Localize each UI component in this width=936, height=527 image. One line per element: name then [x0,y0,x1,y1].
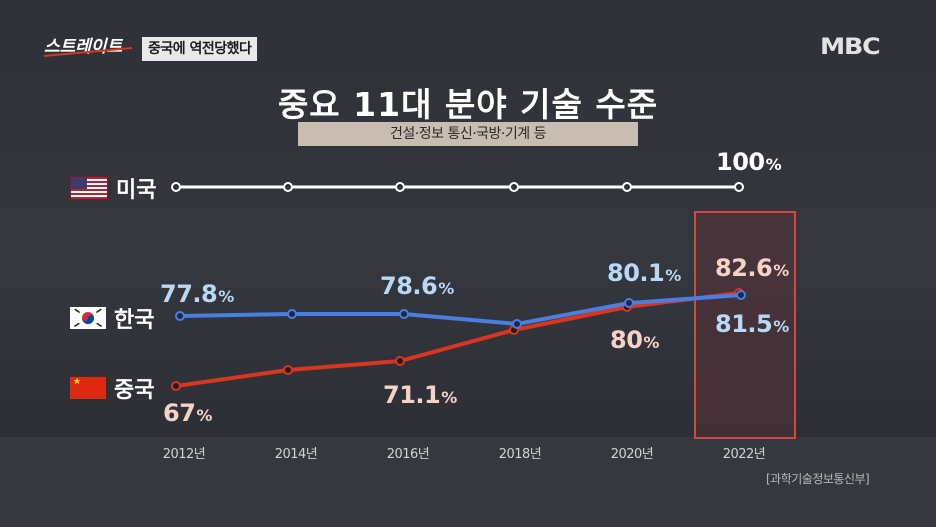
svg-text:스트레이트: 스트레이트 [44,37,124,57]
source-credit: [과학기술정보통신부] [766,472,870,486]
x-tick-2022: 2022년 [722,447,766,462]
label-korea-2022: 81.5% [715,310,789,338]
axis-band [0,437,936,527]
legend-korea: 한국 [70,302,154,334]
china-line [175,291,740,388]
label-china-2020: 80% [610,326,659,354]
label-china-2022: 82.6% [715,254,789,282]
show-logo: 스트레이트 [43,37,133,57]
korea-flag-icon [70,307,106,329]
legend-china: 중국 [70,372,154,404]
china-flag-icon [70,377,106,399]
label-korea-2012: 77.8% [160,280,234,308]
legend-china-label: 중국 [114,378,155,403]
chart-subtitle: 건설·정보 통신·국방·기계 등 [298,122,638,146]
x-tick-2014: 2014년 [274,447,318,462]
label-korea-2016: 78.6% [380,272,454,300]
label-china-2016: 71.1% [383,381,457,409]
line-chart [171,182,746,391]
x-tick-2012: 2012년 [162,447,206,462]
legend-usa-label: 미국 [116,178,157,203]
usa-flag-icon [70,176,108,200]
x-tick-2020: 2020년 [610,447,654,462]
caption-box: 중국에 역전당했다 [142,37,258,61]
chart-title: 중요 11대 분야 기술 수준 [277,85,659,124]
broadcaster-logo: MBC [820,35,881,60]
highlight-2022-box [694,211,796,439]
x-tick-2018: 2018년 [498,447,542,462]
label-usa-2022: 100% [716,148,782,176]
label-china-2012: 67% [163,399,212,427]
legend-korea-label: 한국 [114,308,155,333]
korea-line [179,293,742,327]
legend-usa: 미국 [70,172,156,204]
label-korea-2020: 80.1% [607,259,681,287]
chart-background [0,0,936,437]
korea-points [175,290,746,329]
x-tick-2016: 2016년 [386,447,430,462]
usa-points [171,182,744,192]
